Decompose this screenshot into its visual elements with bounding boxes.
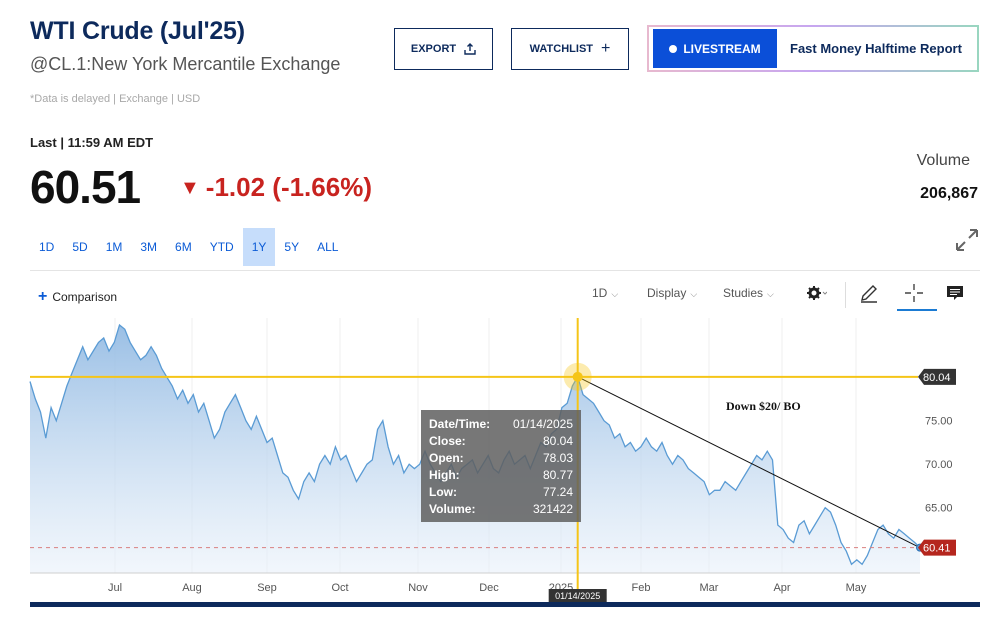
livestream-badge[interactable]: LIVESTREAM xyxy=(653,29,777,68)
last-value-tag: 60.41 xyxy=(918,539,956,556)
comment-icon[interactable] xyxy=(944,282,966,304)
display-dropdown[interactable]: Display ⌵ xyxy=(647,286,697,300)
tooltip-row: Close: 80.04 xyxy=(429,433,573,450)
x-tick-label: Oct xyxy=(331,582,348,594)
x-tick-label: Feb xyxy=(632,582,651,594)
livestream-banner[interactable]: LIVESTREAM Fast Money Halftime Report xyxy=(647,25,979,72)
x-tick-label: Aug xyxy=(182,582,202,594)
divider xyxy=(30,270,980,271)
display-label: Display xyxy=(647,286,687,300)
trend-end-point xyxy=(916,543,924,552)
price-change: ▼ -1.02 (-1.66%) xyxy=(180,172,372,203)
last-time-label: Last | 11:59 AM EDT xyxy=(30,135,154,150)
expand-icon[interactable] xyxy=(954,227,980,253)
tooltip-row: Low: 77.24 xyxy=(429,484,573,501)
crosshair-icon[interactable] xyxy=(903,282,925,304)
x-tick-label: Apr xyxy=(773,582,790,594)
last-price: 60.51 xyxy=(30,161,141,213)
x-tick-label: Jul xyxy=(108,582,122,594)
price-change-value: -1.02 (-1.66%) xyxy=(205,172,372,202)
range-ytd[interactable]: YTD xyxy=(209,240,234,254)
tooltip-label: Volume: xyxy=(429,502,476,516)
show-name[interactable]: Fast Money Halftime Report xyxy=(790,41,962,56)
export-label: EXPORT xyxy=(410,43,457,55)
instrument-title: WTI Crude (Jul'25) xyxy=(30,17,245,45)
comparison-button[interactable]: + Comparison xyxy=(38,288,117,306)
y-tick-label: 75.00 xyxy=(925,416,953,428)
data-delayed-note: *Data is delayed | Exchange | USD xyxy=(30,93,201,105)
studies-label: Studies xyxy=(723,286,764,300)
pencil-icon[interactable] xyxy=(858,282,880,304)
volume-label: Volume xyxy=(916,152,970,169)
tooltip-label: Open: xyxy=(429,451,464,465)
x-tick-label: Mar xyxy=(700,582,719,594)
volume-value: 206,867 xyxy=(920,185,978,202)
toolbar-separator xyxy=(845,282,846,308)
y-tick-label: 70.00 xyxy=(925,459,953,471)
range-3m[interactable]: 3M xyxy=(140,240,158,254)
tooltip-label: High: xyxy=(429,468,460,482)
plus-icon: + xyxy=(601,40,611,57)
crosshair-date-text: 01/14/2025 xyxy=(555,591,600,601)
crosshair-value-tag: 80.04 xyxy=(918,368,956,385)
range-6m[interactable]: 6M xyxy=(175,240,192,254)
upload-icon xyxy=(464,43,476,55)
crosshair-dot xyxy=(572,371,583,382)
chevron-down-icon: ⌵ xyxy=(767,289,774,299)
tooltip-value: 80.04 xyxy=(542,434,573,448)
tooltip-value: 80.77 xyxy=(542,468,573,482)
tooltip-row: Open: 78.03 xyxy=(429,450,573,467)
tooltip-value: 01/14/2025 xyxy=(512,417,573,431)
range-1d[interactable]: 1D xyxy=(39,240,55,254)
live-dot-icon xyxy=(669,44,678,53)
last-value-text: 60.41 xyxy=(923,543,951,555)
x-tick-label: 2025 xyxy=(549,582,573,594)
interval-label: 1D xyxy=(592,286,608,300)
chart-annotation: Down $20/ BO xyxy=(726,399,801,413)
chevron-down-icon: ⌵ xyxy=(611,289,619,299)
range-5d[interactable]: 5D xyxy=(72,240,88,254)
export-button[interactable]: EXPORT xyxy=(394,28,493,70)
tooltip-value: 78.03 xyxy=(542,451,573,465)
plus-icon: + xyxy=(38,288,48,305)
exchange-subtitle: @CL.1:New York Mercantile Exchange xyxy=(30,54,341,74)
range-5y[interactable]: 5Y xyxy=(284,240,300,254)
tooltip-label: Date/Time: xyxy=(429,417,491,431)
x-tick-label: Sep xyxy=(257,582,277,594)
x-tick-label: May xyxy=(846,582,867,594)
tooltip-label: Close: xyxy=(429,434,466,448)
tooltip-row: High: 80.77 xyxy=(429,467,573,484)
tooltip-value: 77.24 xyxy=(542,485,573,499)
x-tick-label: Nov xyxy=(408,582,428,594)
watchlist-button[interactable]: WATCHLIST + xyxy=(511,28,629,70)
data-tooltip: Date/Time: 01/14/2025 Close: 80.04 Open: 78.0… xyxy=(421,410,581,522)
watchlist-label: WATCHLIST xyxy=(529,43,593,55)
chevron-down-icon: ⌵ xyxy=(690,289,698,299)
tooltip-row: Date/Time: 01/14/2025 xyxy=(429,416,573,433)
down-triangle-icon: ▼ xyxy=(180,177,200,199)
active-tool-indicator xyxy=(897,309,937,311)
tooltip-value: 321422 xyxy=(532,502,573,516)
crosshair-date-tag: 01/14/2025 xyxy=(548,589,607,603)
range-all[interactable]: ALL xyxy=(317,240,339,254)
studies-dropdown[interactable]: Studies ⌵ xyxy=(723,286,774,300)
gear-icon[interactable] xyxy=(805,282,827,304)
comparison-label: Comparison xyxy=(52,290,118,304)
livestream-label: LIVESTREAM xyxy=(683,41,761,56)
tooltip-label: Low: xyxy=(429,485,457,499)
crosshair-value-text: 80.04 xyxy=(923,372,951,384)
y-tick-label: 65.00 xyxy=(925,503,953,515)
bottom-bar xyxy=(30,602,980,607)
range-1y[interactable]: 1Y xyxy=(242,228,276,266)
trend-line[interactable] xyxy=(577,376,921,549)
crosshair-highlight xyxy=(563,362,592,391)
x-tick-label: Dec xyxy=(479,582,499,594)
range-selector: 1D 5D 1M 3M 6M YTD 1Y 5Y ALL xyxy=(30,228,347,266)
range-1m[interactable]: 1M xyxy=(105,240,123,254)
tooltip-row: Volume: 321422 xyxy=(429,501,573,518)
interval-dropdown[interactable]: 1D ⌵ xyxy=(592,286,618,300)
